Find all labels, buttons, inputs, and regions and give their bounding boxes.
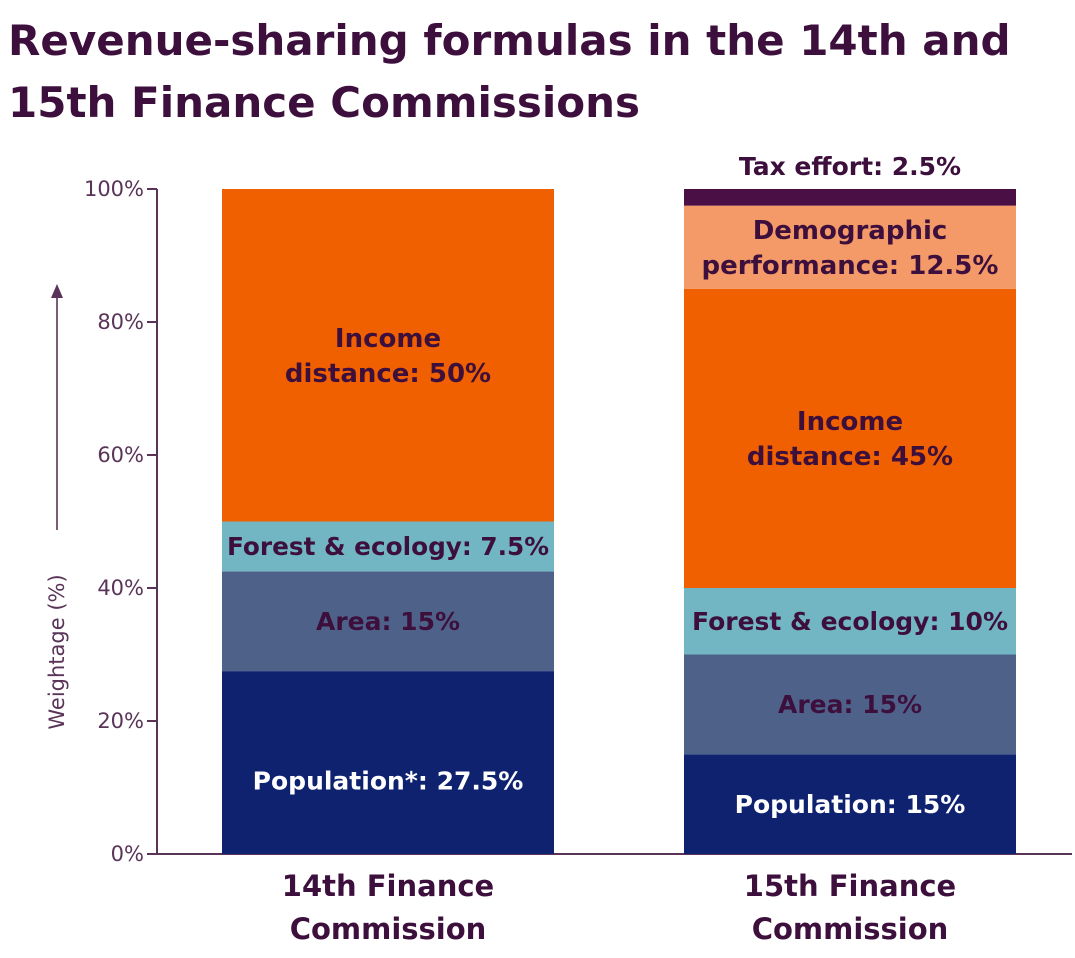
data-label-population: Population: 15% xyxy=(735,790,966,819)
bar-segment-forest-ecology xyxy=(222,521,554,572)
y-tick-label: 0% xyxy=(111,842,144,866)
bar-segment-area xyxy=(684,654,1016,755)
data-label-area: Area: 15% xyxy=(316,607,460,636)
y-tick-label: 60% xyxy=(97,443,144,467)
data-label-forest-ecology: Forest & ecology: 10% xyxy=(692,607,1008,636)
y-axis-arrow-head xyxy=(51,284,63,298)
y-tick-label: 80% xyxy=(97,310,144,334)
y-tick-label: 100% xyxy=(84,177,144,201)
data-label-forest-ecology: Forest & ecology: 7.5% xyxy=(227,532,549,561)
bar-segment-income-distance xyxy=(684,288,1016,588)
category-label: 14th Finance Commission xyxy=(282,869,494,946)
bar-segment-demographic-performance xyxy=(684,205,1016,289)
data-label-income-distance: Income distance: 50% xyxy=(285,324,491,389)
bar-segment-area xyxy=(222,571,554,672)
chart-title-line-2: 15th Finance Commissions xyxy=(8,78,641,127)
data-label-income-distance: Income distance: 45% xyxy=(747,407,953,472)
y-axis-title: Weightage (%) xyxy=(45,574,69,729)
chart-title: Revenue-sharing formulas in the 14th and… xyxy=(8,10,1068,134)
category-label: 15th Finance Commission xyxy=(744,869,956,946)
bar-segment-income-distance xyxy=(222,189,554,522)
bar-segment-population xyxy=(684,754,1016,854)
data-label-population: Population*: 27.5% xyxy=(253,767,524,796)
chart-title-line-1: Revenue-sharing formulas in the 14th and xyxy=(8,16,1011,65)
data-label-tax-effort: Tax effort: 2.5% xyxy=(739,152,961,181)
y-tick-label: 20% xyxy=(97,709,144,733)
bar-segment-population xyxy=(222,671,554,854)
data-label-demographic-performance: Demographic performance: 12.5% xyxy=(702,216,999,281)
y-tick-label: 40% xyxy=(97,576,144,600)
bar-segment-tax-effort xyxy=(684,189,1016,206)
data-label-area: Area: 15% xyxy=(778,690,922,719)
bar-segment-forest-ecology xyxy=(684,588,1016,655)
